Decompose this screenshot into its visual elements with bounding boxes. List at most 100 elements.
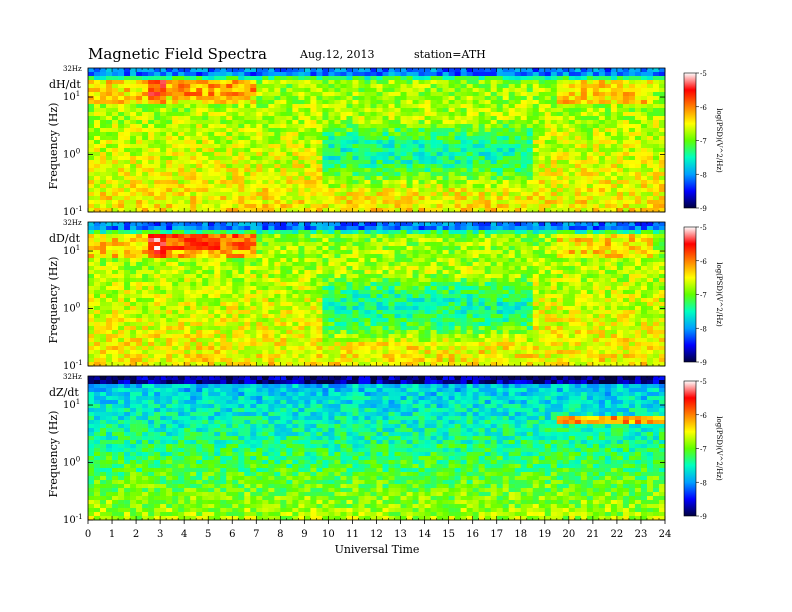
heatmap-cell [454,140,461,145]
heatmap-cell [526,148,534,153]
heatmap-cell [454,188,461,193]
heatmap-cell [556,234,564,239]
heatmap-cell [238,80,245,85]
heatmap-cell [616,204,624,209]
heatmap-cell [658,84,666,89]
heatmap-cell [292,168,299,173]
heatmap-cell [148,108,155,113]
heatmap-cell [292,152,299,157]
heatmap-cell [514,72,522,77]
heatmap-cell [358,116,365,121]
heatmap-cell [454,108,461,113]
heatmap-cell [226,204,233,209]
heatmap-cell [652,200,660,205]
heatmap-cell [520,246,528,251]
heatmap-cell [466,84,473,89]
heatmap-cell [502,222,510,227]
heatmap-cell [628,76,636,81]
heatmap-cell [640,84,648,89]
heatmap-cell [604,108,612,113]
heatmap-cell [382,156,389,161]
heatmap-cell [196,136,203,141]
heatmap-cell [394,104,401,109]
heatmap-cell [490,68,498,73]
heatmap-cell [94,274,101,279]
heatmap-cell [388,180,395,185]
heatmap-cell [406,184,413,189]
heatmap-cell [274,208,281,213]
heatmap-cell [148,254,155,259]
heatmap-cell [448,116,455,121]
heatmap-cell [394,234,401,239]
heatmap-cell [616,132,624,137]
heatmap-cell [478,104,485,109]
heatmap-cell [418,116,425,121]
heatmap-cell [346,164,353,169]
heatmap-cell [172,80,179,85]
heatmap-cell [622,188,630,193]
heatmap-cell [346,152,353,157]
heatmap-cell [412,254,419,259]
heatmap-cell [340,144,347,149]
heatmap-cell [262,84,269,89]
heatmap-cell [640,172,648,177]
heatmap-cell [286,136,293,141]
heatmap-cell [628,160,636,165]
heatmap-cell [226,128,233,133]
heatmap-cell [166,128,173,133]
heatmap-cell [358,208,365,213]
heatmap-cell [490,136,498,141]
heatmap-cell [604,238,612,243]
heatmap-cell [112,200,119,205]
heatmap-cell [370,104,377,109]
heatmap-cell [94,262,101,267]
heatmap-cell [436,172,443,177]
heatmap-cell [640,104,648,109]
heatmap-cell [412,132,419,137]
heatmap-cell [622,140,630,145]
heatmap-cell [304,76,311,81]
heatmap-cell [262,226,269,231]
heatmap-cell [436,120,443,125]
heatmap-cell [454,80,461,85]
heatmap-cell [244,250,251,255]
heatmap-cell [460,136,467,141]
heatmap-cell [100,100,107,105]
heatmap-cell [322,172,329,177]
heatmap-cell [382,180,389,185]
heatmap-cell [292,226,299,231]
heatmap-cell [292,116,299,121]
heatmap-cell [178,226,185,231]
heatmap-cell [292,262,299,267]
heatmap-cell [466,148,473,153]
heatmap-cell [214,140,221,145]
heatmap-cell [616,242,624,247]
heatmap-cell [514,184,522,189]
heatmap-cell [106,208,113,213]
heatmap-cell [286,222,293,227]
heatmap-cell [352,96,359,101]
heatmap-cell [634,180,642,185]
heatmap-cell [124,222,131,227]
heatmap-cell [430,192,437,197]
heatmap-cell [646,156,654,161]
heatmap-cell [496,176,504,181]
heatmap-cell [292,164,299,169]
heatmap-cell [328,160,335,165]
heatmap-cell [418,88,425,93]
heatmap-cell [484,196,491,201]
heatmap-cell [598,208,606,213]
heatmap-cell [334,176,341,181]
heatmap-cell [352,226,359,231]
heatmap-cell [424,108,431,113]
heatmap-cell [652,144,660,149]
heatmap-cell [466,274,473,279]
heatmap-cell [526,156,534,161]
heatmap-cell [574,120,582,125]
heatmap-cell [88,176,95,181]
heatmap-cell [478,226,485,231]
heatmap-cell [598,226,606,231]
heatmap-cell [346,192,353,197]
heatmap-cell [466,226,473,231]
